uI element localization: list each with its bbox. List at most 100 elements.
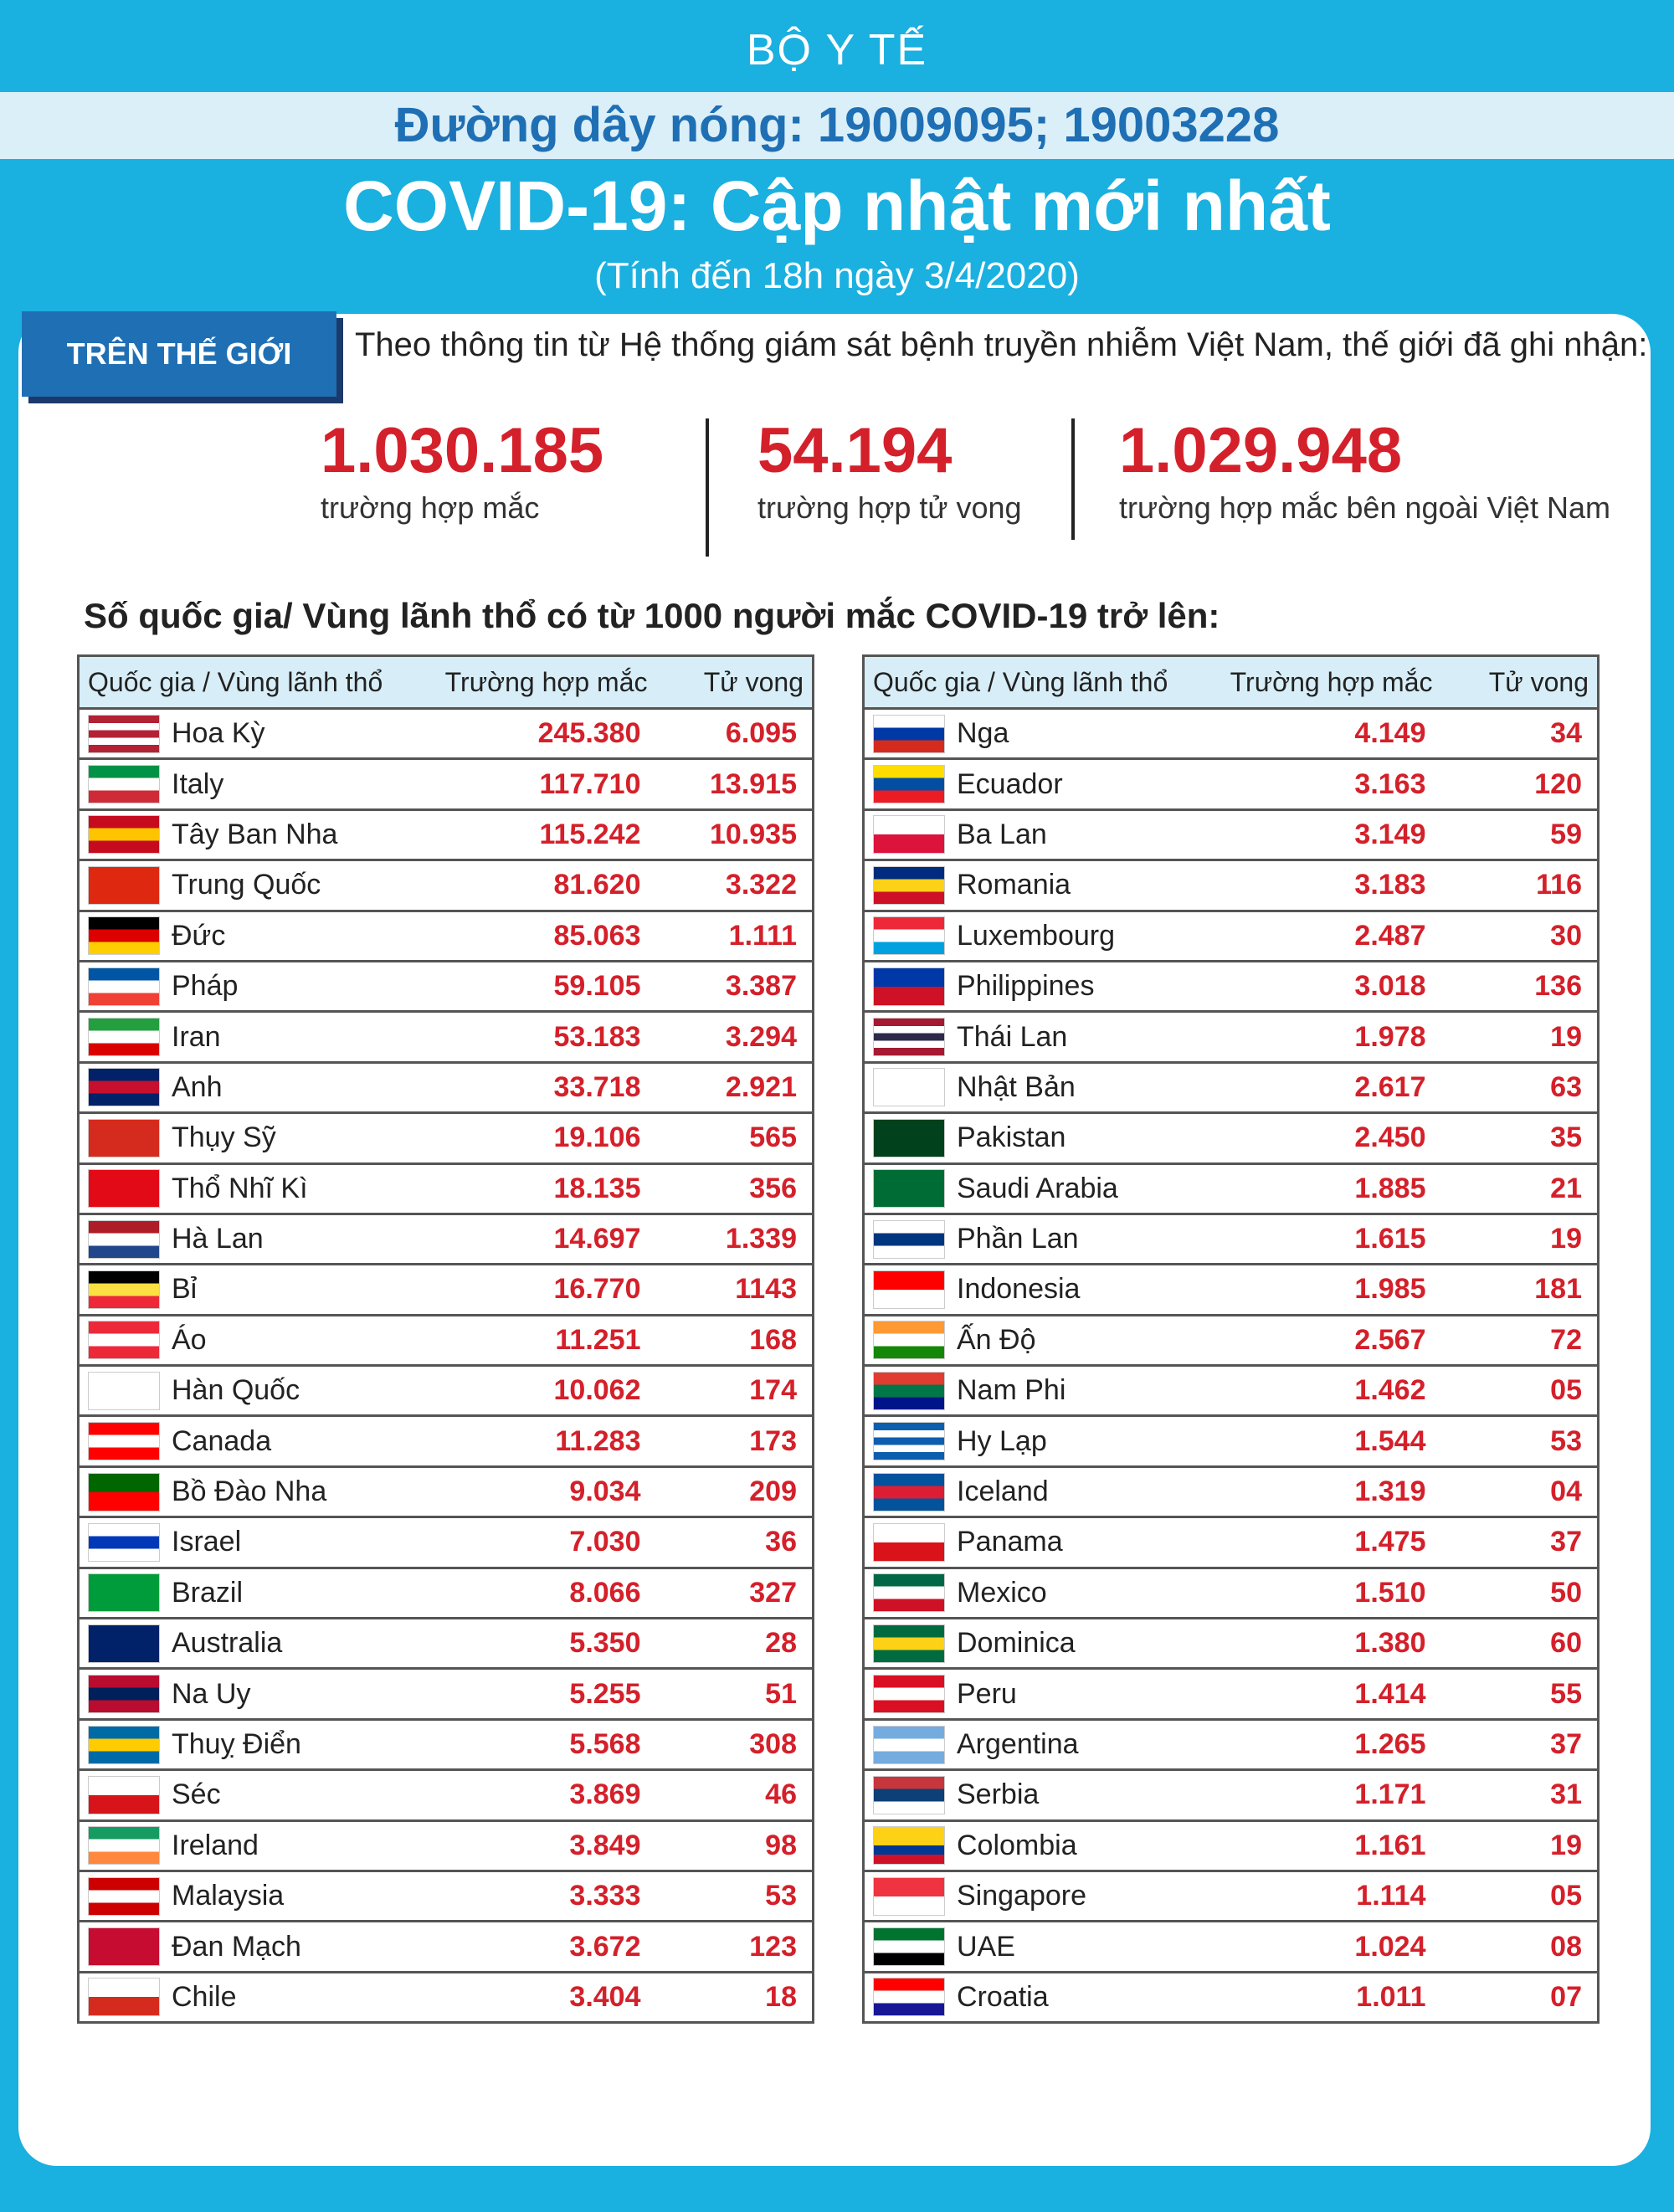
cases-cell: 81.620 (429, 860, 656, 912)
flag-icon (873, 765, 945, 804)
table-row: Panama 1.475 37 (863, 1517, 1599, 1569)
cases-cell: 3.849 (429, 1820, 656, 1872)
table-row: Argentina 1.265 37 (863, 1719, 1599, 1772)
country-name: Malaysia (172, 1880, 285, 1912)
stat-cases-label: trường hợp mắc (321, 490, 540, 525)
country-cell: Serbia (863, 1769, 1215, 1822)
cases-cell: 18.135 (429, 1163, 656, 1215)
deaths-cell: 19 (1440, 1820, 1599, 1872)
flag-icon (873, 1675, 945, 1714)
country-cell: Luxembourg (863, 911, 1215, 962)
page-subtitle: (Tính đến 18h ngày 3/4/2020) (594, 255, 1080, 296)
country-name: Croatia (957, 1980, 1049, 2013)
cases-cell: 5.255 (429, 1668, 656, 1721)
country-cell: Pháp (78, 961, 430, 1014)
cases-cell: 117.710 (429, 758, 656, 811)
country-cell: Mexico (863, 1568, 1215, 1620)
flag-icon (88, 1068, 160, 1107)
deaths-cell: 1.111 (655, 911, 814, 962)
country-name: Phần Lan (957, 1223, 1079, 1255)
deaths-cell: 565 (655, 1112, 814, 1165)
col-header-deaths: Tử vong (1440, 654, 1599, 710)
country-cell: Thổ Nhĩ Kì (78, 1163, 430, 1215)
flag-icon (873, 1876, 945, 1916)
country-name: Thổ Nhĩ Kì (172, 1172, 308, 1204)
country-name: Hàn Quốc (172, 1374, 300, 1407)
country-name: Ba Lan (957, 818, 1047, 850)
table-row: Dominica 1.380 60 (863, 1618, 1599, 1671)
table-row: Thổ Nhĩ Kì 18.135 356 (78, 1163, 814, 1215)
table-row: Indonesia 1.985 181 (863, 1264, 1599, 1316)
flag-icon (88, 1624, 160, 1663)
table-row: Ba Lan 3.149 59 (863, 809, 1599, 862)
table-row: Mexico 1.510 50 (863, 1568, 1599, 1620)
country-cell: Dominica (863, 1618, 1215, 1671)
table-row: Hàn Quốc 10.062 174 (78, 1365, 814, 1418)
cases-cell: 1.414 (1214, 1668, 1441, 1721)
cases-cell: 1.510 (1214, 1568, 1441, 1620)
deaths-cell: 28 (655, 1618, 814, 1671)
country-cell: Romania (863, 860, 1215, 912)
table-row: Nam Phi 1.462 05 (863, 1365, 1599, 1418)
country-name: Hà Lan (172, 1223, 264, 1255)
flag-icon (88, 1472, 160, 1511)
cases-cell: 19.106 (429, 1112, 656, 1165)
flag-icon (873, 916, 945, 956)
table-row: Croatia 1.011 07 (863, 1972, 1599, 2025)
country-cell: Iceland (863, 1466, 1215, 1519)
country-name: Tây Ban Nha (172, 818, 338, 850)
country-cell: Saudi Arabia (863, 1163, 1215, 1215)
country-cell: Nam Phi (863, 1365, 1215, 1418)
flag-icon (873, 1573, 945, 1613)
cases-cell: 1.544 (1214, 1415, 1441, 1468)
country-name: Colombia (957, 1829, 1077, 1861)
table-row: Phần Lan 1.615 19 (863, 1214, 1599, 1266)
country-cell: UAE (863, 1921, 1215, 1973)
deaths-cell: 19 (1440, 1214, 1599, 1266)
flag-icon (88, 765, 160, 804)
flag-icon (873, 1169, 945, 1209)
deaths-cell: 1.339 (655, 1214, 814, 1266)
country-name: Dominica (957, 1627, 1076, 1660)
country-cell: Hàn Quốc (78, 1365, 430, 1418)
deaths-cell: 05 (1440, 1871, 1599, 1923)
country-name: Hy Lạp (957, 1424, 1047, 1457)
deaths-cell: 116 (1440, 860, 1599, 912)
world-intro: Theo thông tin từ Hệ thống giám sát bệnh… (355, 326, 1648, 363)
table-row: Pakistan 2.450 35 (863, 1112, 1599, 1165)
country-cell: Ecuador (863, 758, 1215, 811)
ministry-label: BỘ Y TẾ (746, 26, 928, 74)
deaths-cell: 59 (1440, 809, 1599, 862)
deaths-cell: 168 (655, 1315, 814, 1368)
col-header-country: Quốc gia / Vùng lãnh thổ (863, 654, 1215, 710)
flag-icon (88, 1169, 160, 1209)
cases-cell: 33.718 (429, 1062, 656, 1115)
country-cell: Ba Lan (863, 809, 1215, 862)
table-row: Brazil 8.066 327 (78, 1568, 814, 1620)
country-name: Australia (172, 1627, 283, 1660)
deaths-cell: 53 (1440, 1415, 1599, 1468)
flag-icon (873, 1321, 945, 1360)
country-name: Na Uy (172, 1677, 251, 1710)
country-cell: Israel (78, 1517, 430, 1569)
deaths-cell: 31 (1440, 1769, 1599, 1822)
country-cell: Ấn Độ (863, 1315, 1215, 1368)
flag-icon (88, 1876, 160, 1916)
country-name: Thuỵ Điển (172, 1728, 301, 1760)
country-name: Thái Lan (957, 1020, 1068, 1053)
cases-cell: 10.062 (429, 1365, 656, 1418)
country-name: Nam Phi (957, 1374, 1066, 1407)
flag-icon (873, 1624, 945, 1663)
flag-icon (88, 1422, 160, 1461)
table-row: Canada 11.283 173 (78, 1415, 814, 1468)
cases-cell: 1.171 (1214, 1769, 1441, 1822)
country-name: Argentina (957, 1728, 1079, 1760)
country-name: Đan Mạch (172, 1930, 301, 1963)
country-name: Áo (172, 1323, 207, 1356)
deaths-cell: 356 (655, 1163, 814, 1215)
flag-icon (873, 967, 945, 1006)
cases-cell: 3.333 (429, 1871, 656, 1923)
col-header-deaths: Tử vong (655, 654, 814, 710)
flag-icon (873, 1725, 945, 1764)
cases-cell: 1.380 (1214, 1618, 1441, 1671)
